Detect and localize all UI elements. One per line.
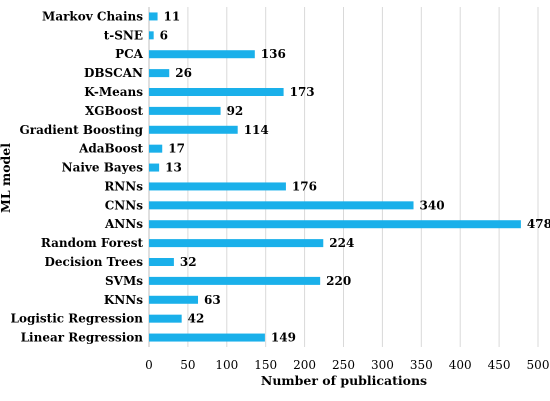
gridlines xyxy=(148,7,539,347)
value-label: 11 xyxy=(164,9,181,23)
bars xyxy=(149,12,521,342)
bar xyxy=(149,333,265,342)
category-label: Gradient Boosting xyxy=(20,123,144,137)
category-label: Naive Bayes xyxy=(62,161,144,175)
x-tick-label: 500 xyxy=(527,358,550,372)
category-label: K-Means xyxy=(84,85,143,99)
category-label: DBSCAN xyxy=(84,66,143,80)
value-label: 63 xyxy=(204,293,221,307)
value-label: 92 xyxy=(227,104,244,118)
bar xyxy=(149,182,286,191)
value-label: 136 xyxy=(261,47,286,61)
x-tick-label: 350 xyxy=(410,358,433,372)
category-label: PCA xyxy=(115,47,144,61)
value-label: 17 xyxy=(168,142,185,156)
bar xyxy=(149,314,182,323)
x-tick-label: 300 xyxy=(371,358,394,372)
value-label: 26 xyxy=(175,66,192,80)
category-label: XGBoost xyxy=(85,104,143,118)
category-label: SVMs xyxy=(105,274,143,288)
bar xyxy=(149,201,414,210)
category-label: ANNs xyxy=(104,217,143,231)
value-label: 173 xyxy=(290,85,315,99)
category-labels: Markov Chains t-SNE PCA DBSCAN K-Means XGBoos… xyxy=(11,9,144,344)
x-axis-title: Number of publications xyxy=(261,373,427,388)
x-tick-label: 150 xyxy=(254,358,277,372)
x-tick-label: 50 xyxy=(180,358,195,372)
x-tick-label: 0 xyxy=(145,358,153,372)
category-label: t-SNE xyxy=(104,28,143,42)
value-label: 478 xyxy=(527,217,550,231)
bar xyxy=(149,220,521,229)
x-tick-label: 250 xyxy=(332,358,355,372)
bar xyxy=(149,50,255,59)
category-label: Decision Trees xyxy=(44,255,143,269)
bar xyxy=(149,31,154,40)
category-label: AdaBoost xyxy=(78,142,143,156)
x-tick-label: 200 xyxy=(293,358,316,372)
bar xyxy=(149,163,160,172)
bar xyxy=(149,144,163,153)
value-label: 220 xyxy=(326,274,351,288)
bar xyxy=(149,69,170,78)
category-label: Random Forest xyxy=(41,236,144,250)
x-tick-label: 450 xyxy=(488,358,511,372)
bar xyxy=(149,106,221,115)
bar xyxy=(149,12,158,21)
bar xyxy=(149,258,174,266)
x-tick-label: 400 xyxy=(449,358,472,372)
value-label: 114 xyxy=(244,123,269,137)
category-label: CNNs xyxy=(105,198,143,212)
category-label: RNNs xyxy=(104,179,143,193)
value-label: 176 xyxy=(292,179,317,193)
value-label: 6 xyxy=(160,28,168,42)
value-label: 149 xyxy=(271,331,296,345)
bar xyxy=(149,88,284,96)
y-axis-title: ML model xyxy=(0,143,13,213)
bar xyxy=(149,295,199,304)
category-label: KNNs xyxy=(104,293,143,307)
x-tick-label: 100 xyxy=(215,358,238,372)
value-label: 42 xyxy=(188,312,205,326)
category-label: Linear Regression xyxy=(21,331,144,345)
value-label: 340 xyxy=(420,198,445,212)
category-label: Markov Chains xyxy=(42,9,143,23)
bar xyxy=(149,125,238,134)
value-label: 32 xyxy=(180,255,197,269)
bar xyxy=(149,239,324,248)
value-label: 224 xyxy=(329,236,354,250)
bar xyxy=(149,276,321,285)
x-tick-labels: 0 50 100 150 200 250 300 350 400 450 500 xyxy=(145,358,549,372)
category-label: Logistic Regression xyxy=(11,312,144,326)
value-label: 13 xyxy=(165,161,182,175)
